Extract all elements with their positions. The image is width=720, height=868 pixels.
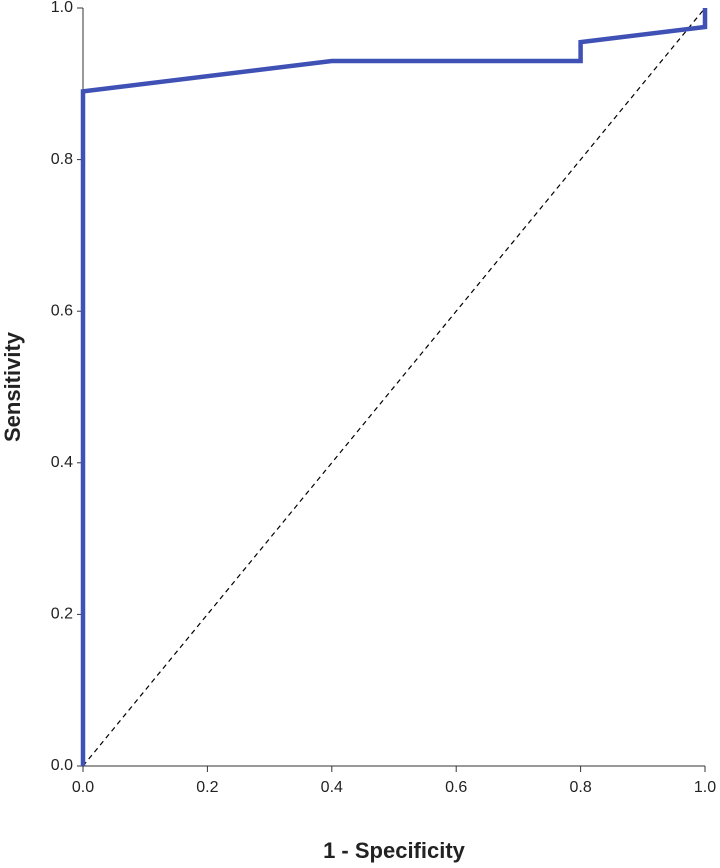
y-tick-label: 0.0 (51, 757, 73, 774)
x-tick-label: 0.2 (196, 779, 218, 796)
x-tick-label: 0.4 (321, 779, 343, 796)
y-axis-title: Sensitivity (0, 331, 25, 442)
x-axis-title: 1 - Specificity (323, 838, 466, 863)
reference-line (82, 7, 706, 767)
y-tick-label: 1.0 (51, 0, 73, 16)
x-tick-label: 0.6 (445, 779, 467, 796)
x-tick-label: 0.0 (72, 779, 94, 796)
x-tick-label: 0.8 (569, 779, 591, 796)
y-tick-label: 0.8 (51, 151, 73, 168)
y-tick-label: 0.6 (51, 302, 73, 319)
x-tick-label: 1.0 (694, 779, 716, 796)
y-tick-label: 0.4 (51, 454, 73, 471)
y-tick-label: 0.2 (51, 606, 73, 623)
roc-curve (80, 8, 708, 766)
